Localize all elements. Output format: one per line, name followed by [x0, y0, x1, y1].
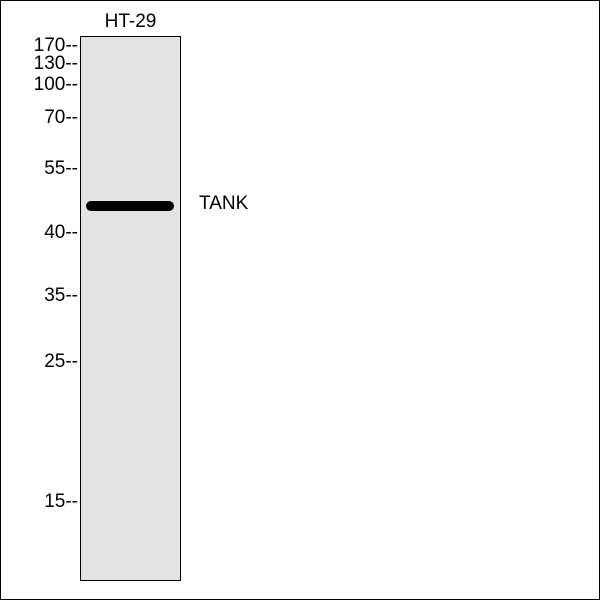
marker-70: 70--	[44, 107, 78, 129]
marker-35: 35--	[44, 285, 78, 307]
marker-15: 15--	[44, 491, 78, 513]
marker-25: 25--	[44, 351, 78, 373]
marker-100: 100--	[34, 74, 78, 96]
band-label-tank: TANK	[199, 193, 248, 215]
blot-container: HT-29 170--130--100--70--55--40--35--25-…	[0, 0, 600, 600]
marker-55: 55--	[44, 158, 78, 180]
lane-label-ht29: HT-29	[81, 11, 180, 33]
marker-40: 40--	[44, 222, 78, 244]
band-tank	[86, 201, 174, 211]
marker-130: 130--	[34, 53, 78, 75]
lane-ht29: HT-29	[80, 36, 181, 581]
